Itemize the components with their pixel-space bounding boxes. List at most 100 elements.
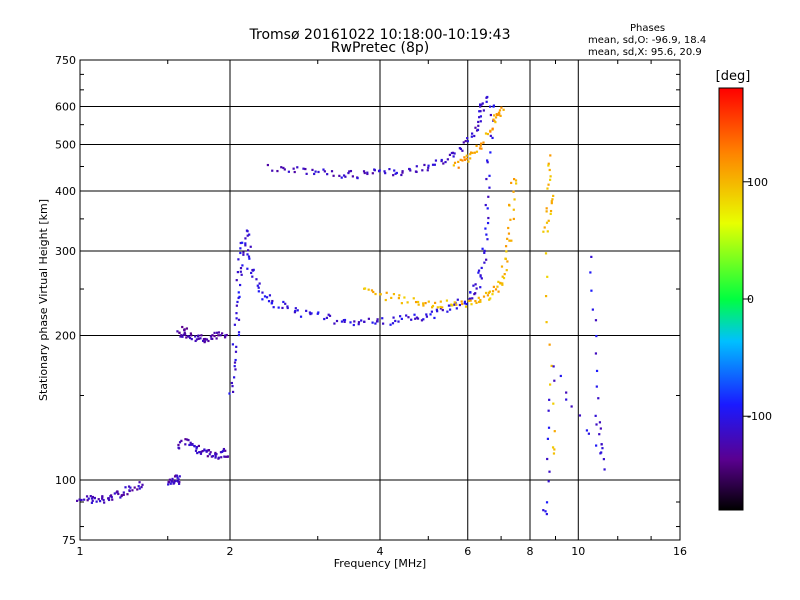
data-point [475,150,479,153]
data-point [137,485,140,488]
data-point [489,105,492,108]
data-point [494,116,498,119]
data-point [474,283,477,286]
data-point [287,170,290,173]
data-point [193,445,196,448]
data-point [366,172,369,176]
data-point [371,172,374,175]
data-point [248,233,251,236]
data-point [233,365,236,368]
data-point [356,177,359,180]
data-point [195,445,199,449]
data-point [478,110,481,113]
data-point [506,237,509,240]
data-point [486,159,489,162]
data-point [486,132,489,136]
data-point [486,221,490,225]
data-point [215,453,218,456]
data-point [188,443,191,447]
data-point [457,160,460,164]
data-point [422,318,425,321]
data-point [414,170,418,173]
data-point [242,251,245,254]
data-point [76,499,79,502]
data-point [458,303,461,307]
data-point [594,319,598,322]
data-point [235,279,238,282]
data-point [215,331,219,334]
data-point [237,296,240,300]
data-point [224,455,227,458]
data-point [408,167,411,171]
data-point [241,241,244,244]
data-point [178,331,181,335]
data-point [480,277,483,280]
data-point [186,438,189,441]
data-point [393,169,396,172]
data-point [477,296,480,299]
data-point [397,297,400,300]
data-point [231,385,234,388]
data-point [426,169,429,172]
data-point [195,447,198,450]
data-point [249,245,252,248]
data-point [357,323,360,326]
data-point [544,252,548,255]
data-point [431,306,434,309]
data-point [484,132,488,135]
data-point [261,291,264,294]
data-point [446,158,449,161]
data-point [542,230,545,233]
data-point [406,301,409,304]
y-tick-label: 75 [62,534,76,547]
data-point [128,489,131,492]
data-point [392,292,396,296]
data-point [479,115,483,118]
data-point [469,153,472,156]
data-point [469,299,472,302]
data-point [461,302,464,306]
data-point [514,179,518,182]
data-point [257,286,260,289]
data-point [185,336,188,339]
data-point [379,293,382,296]
data-point [492,118,495,121]
data-point [126,493,129,496]
data-point [378,169,381,172]
data-point [565,398,568,401]
data-point [447,304,451,307]
data-point [211,455,215,458]
data-point [479,286,482,289]
data-point [246,267,249,270]
data-point [548,398,551,401]
data-point [482,295,486,298]
data-point [479,274,482,277]
data-point [217,456,220,459]
data-point [399,315,402,318]
data-point [463,156,466,159]
data-point [475,287,478,290]
data-point [488,174,491,177]
data-point [499,281,502,285]
data-point [371,321,374,324]
data-point [446,310,449,313]
data-point [441,309,444,312]
data-point [423,163,426,167]
data-point [89,494,92,498]
data-point [480,266,483,270]
data-point [293,170,296,174]
data-point [99,500,102,503]
data-point [206,449,209,452]
data-point [429,313,432,316]
data-point [483,261,486,264]
data-point [470,303,473,306]
data-point [422,304,425,307]
data-point [110,494,113,497]
data-point [235,304,238,307]
data-point [427,300,430,303]
data-point [317,170,320,174]
data-point [198,451,201,454]
data-point [294,307,297,310]
data-point [185,327,189,330]
data-point [491,293,494,296]
